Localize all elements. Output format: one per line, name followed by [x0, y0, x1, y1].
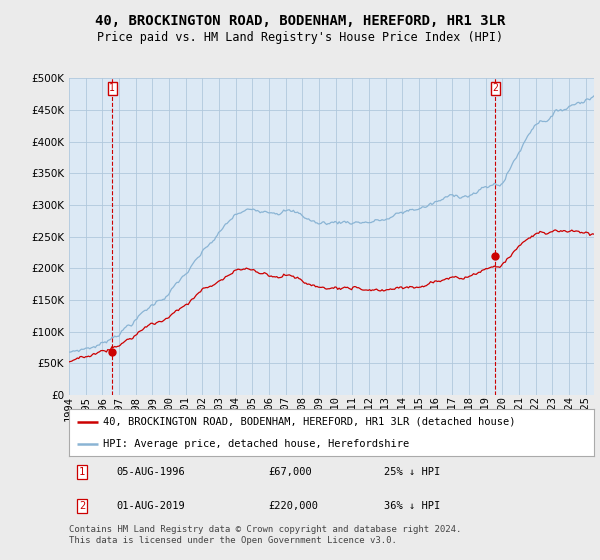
Text: £67,000: £67,000: [269, 468, 312, 477]
Text: 05-AUG-1996: 05-AUG-1996: [116, 468, 185, 477]
Text: 25% ↓ HPI: 25% ↓ HPI: [384, 468, 440, 477]
Text: 2: 2: [493, 83, 498, 93]
Text: 36% ↓ HPI: 36% ↓ HPI: [384, 501, 440, 511]
Text: 1: 1: [109, 83, 115, 93]
Text: 2: 2: [79, 501, 85, 511]
Text: 01-AUG-2019: 01-AUG-2019: [116, 501, 185, 511]
Text: £220,000: £220,000: [269, 501, 319, 511]
Text: 40, BROCKINGTON ROAD, BODENHAM, HEREFORD, HR1 3LR: 40, BROCKINGTON ROAD, BODENHAM, HEREFORD…: [95, 14, 505, 28]
Text: Price paid vs. HM Land Registry's House Price Index (HPI): Price paid vs. HM Land Registry's House …: [97, 31, 503, 44]
Text: 40, BROCKINGTON ROAD, BODENHAM, HEREFORD, HR1 3LR (detached house): 40, BROCKINGTON ROAD, BODENHAM, HEREFORD…: [103, 417, 515, 427]
Text: Contains HM Land Registry data © Crown copyright and database right 2024.
This d: Contains HM Land Registry data © Crown c…: [69, 525, 461, 545]
Text: HPI: Average price, detached house, Herefordshire: HPI: Average price, detached house, Here…: [103, 438, 409, 449]
Text: 1: 1: [79, 468, 85, 477]
